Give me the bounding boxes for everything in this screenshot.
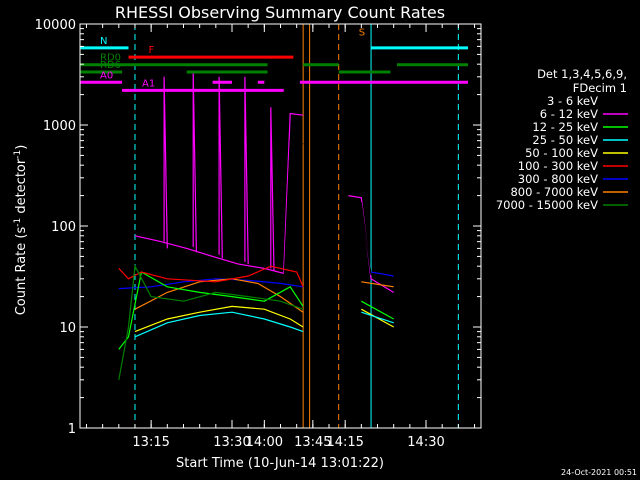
flag-label-a1: A1 [142,78,155,89]
series-line-1-2 [218,76,223,259]
x-tick-label-1: 13:30 [213,435,250,450]
legend-label-0: 3 - 6 keV [547,94,598,108]
legend-label-8: 7000 - 15000 keV [496,198,598,212]
series-line-1-3 [244,76,249,265]
flag-label-rd6: RD6 [100,60,121,71]
legend-label-4: 50 - 100 keV [525,146,598,160]
chart-title: RHESSI Observing Summary Count Rates [115,3,445,22]
series-line-1-0 [163,76,168,249]
y-axis-label: Count Rate (s-1 detector-1) [13,145,29,316]
series-line-6-0 [118,265,304,288]
y-tick-label-2: 100 [51,220,76,235]
x-tick-label-4: 14:15 [326,435,363,450]
flag-label-f: F [149,45,155,56]
legend-header-fdecim: FDecim 1 [573,81,627,95]
y-tick-label-4: 10000 [35,18,76,33]
series-line-7-0 [134,305,304,333]
legend-label-3: 25 - 50 keV [532,133,598,147]
y-tick-label-0: 1 [68,422,76,437]
x-tick-label-2: 13:45 [294,435,331,450]
legend-label-2: 12 - 25 keV [532,120,598,134]
flag-label-rd0: RD0 [100,53,121,64]
legend-label-5: 100 - 300 keV [518,159,598,173]
flag-label-a0: A0 [100,70,113,81]
y-axis: 1 10 100 1000 10000 [35,18,481,437]
series-line-3-1 [370,271,394,277]
series-line-5-0 [118,271,304,350]
series-line-8-1 [361,311,394,324]
x-axis: 13:15 13:30 13:45 14:00 14:15 14:30 [85,24,476,450]
series-line-5-1 [361,300,394,320]
legend-label-7: 800 - 7000 keV [510,185,598,199]
series-line-4-1 [361,281,394,288]
series-line-9-0 [118,264,304,380]
legend-label-6: 300 - 800 keV [518,172,598,186]
x-tick-label-3: 14:00 [246,435,283,450]
y-tick-label-3: 1000 [43,119,76,134]
y-tick-label-1: 10 [59,321,76,336]
series-line-8-0 [134,311,304,338]
x-tick-label-5: 14:30 [407,435,444,450]
series-line-3-0 [118,278,304,290]
x-tick-label-0: 13:15 [132,435,169,450]
series-line-2-1 [348,199,394,280]
x-axis-label: Start Time (10-Jun-14 13:01:22) [176,456,384,471]
flag-label-s: S [359,28,365,39]
series-line-1-4 [270,107,275,271]
timestamp: 24-Oct-2021 00:51 [561,468,637,477]
series-line-0-0 [134,112,304,275]
legend-label-1: 6 - 12 keV [540,107,598,121]
legend-header-detectors: Det 1,3,4,5,6,9, [537,67,627,81]
flag-label-n: N [100,36,107,47]
